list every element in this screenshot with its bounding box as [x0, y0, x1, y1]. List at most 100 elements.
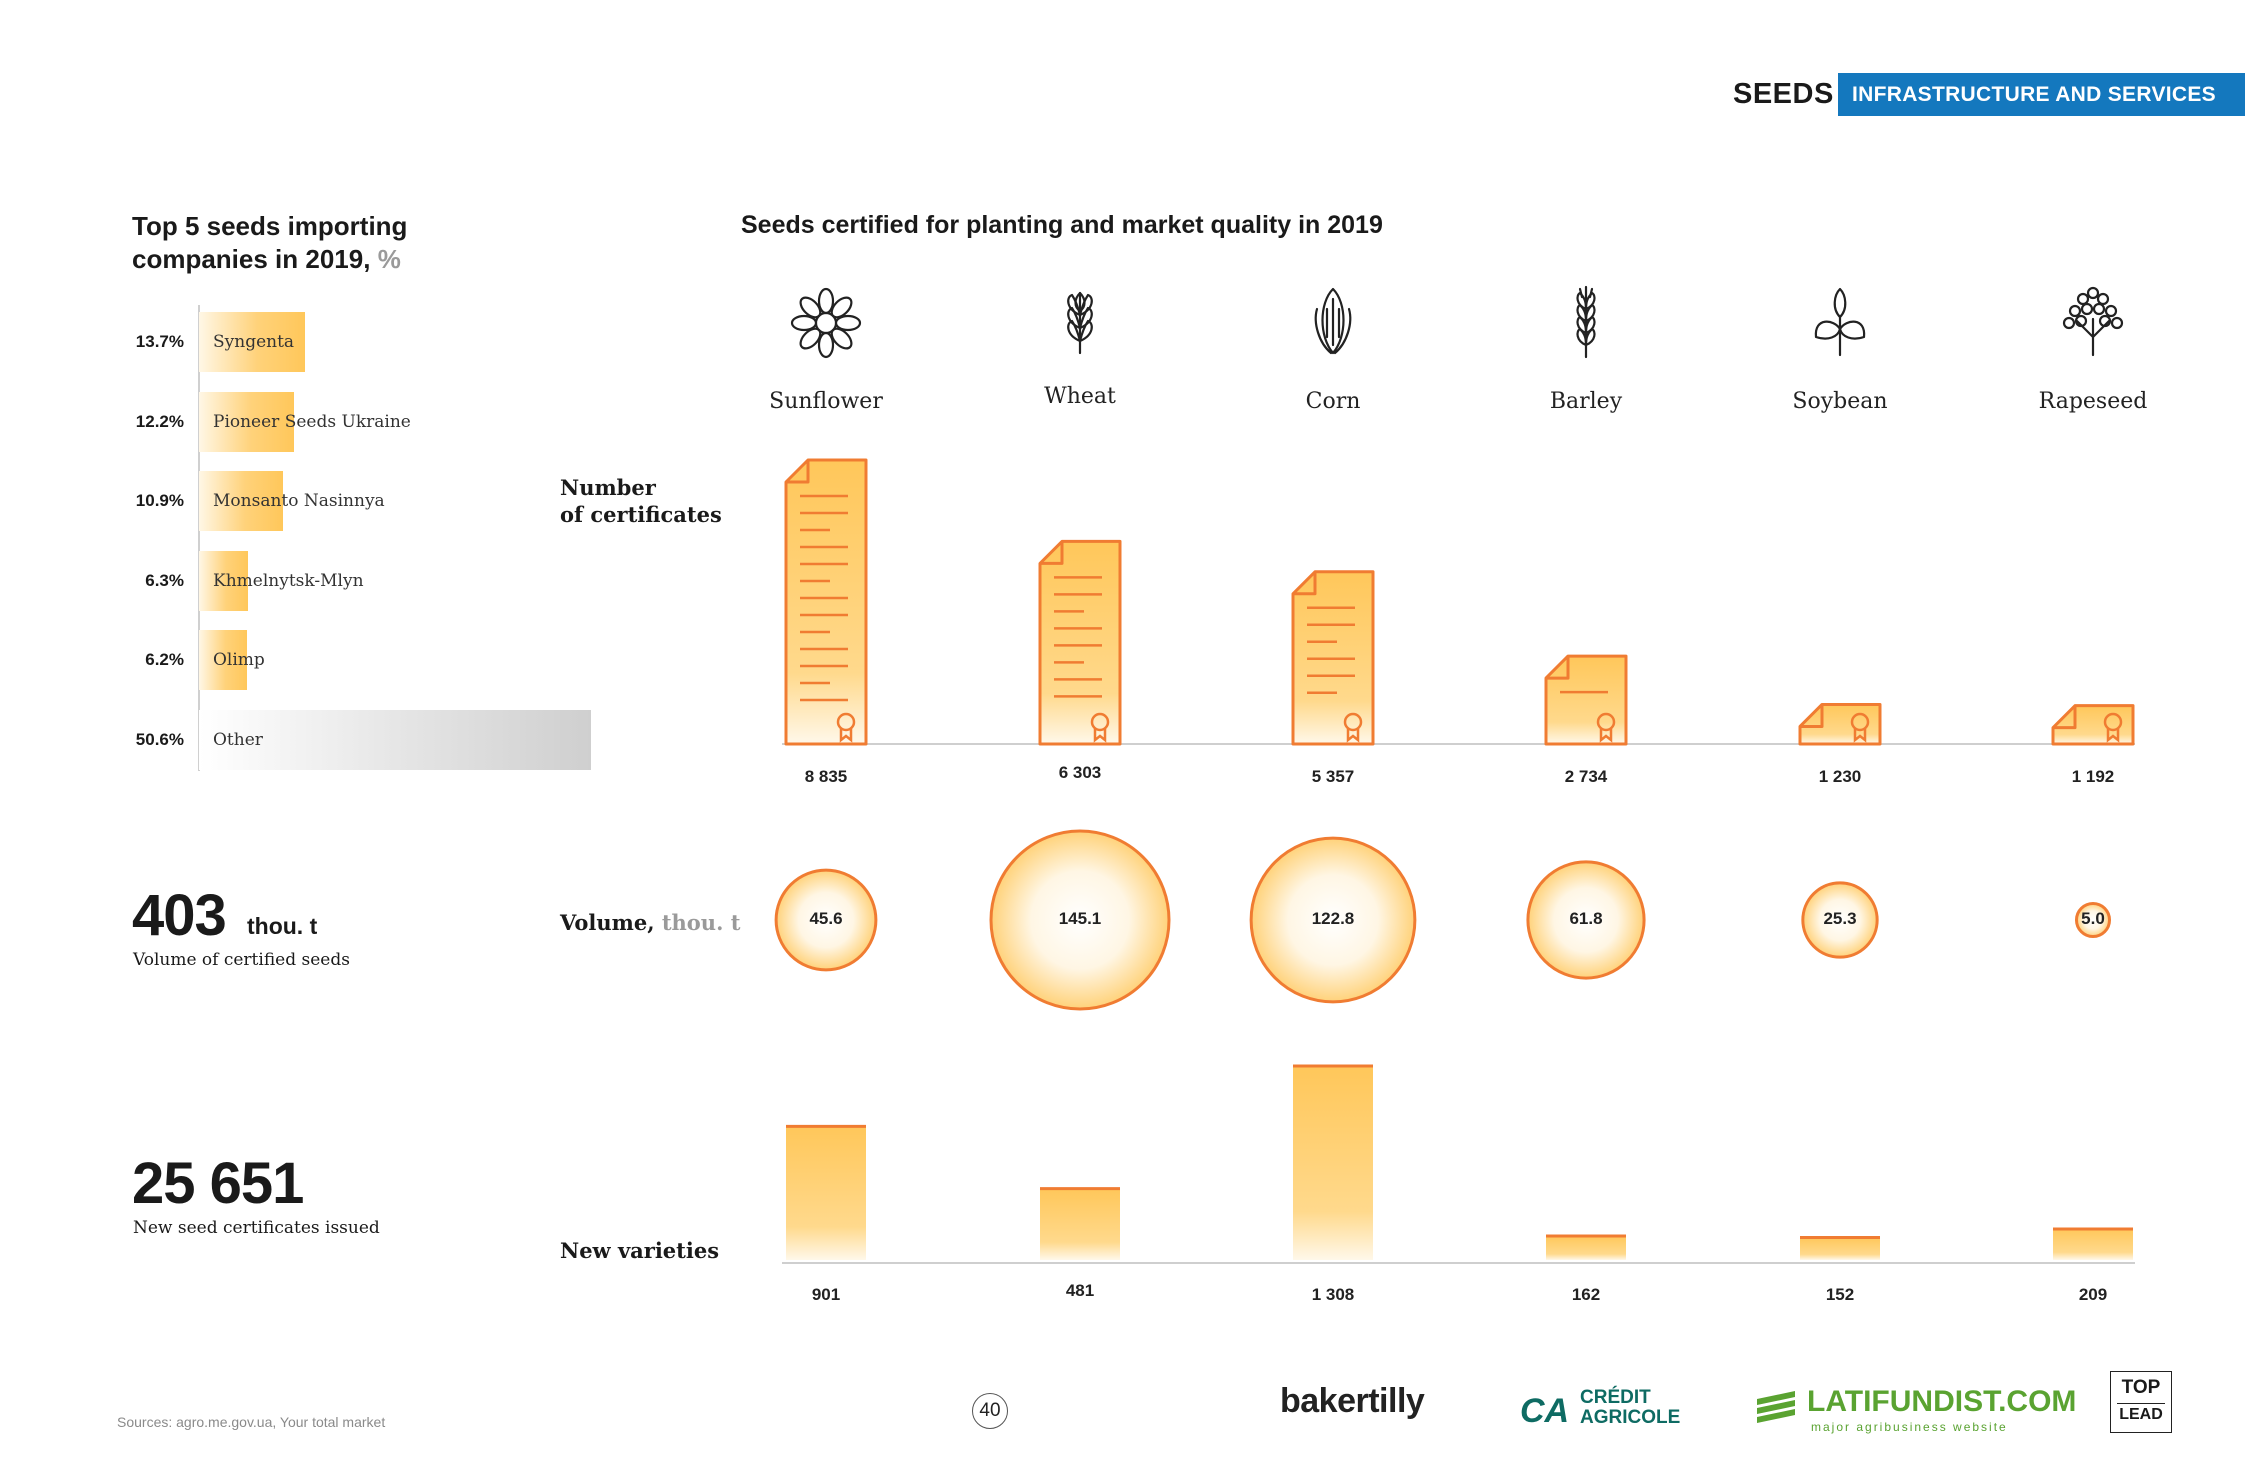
bakertilly-logo-text: bakertilly [1280, 1382, 1425, 1420]
importer-name: Other [213, 729, 263, 750]
volume-bubble [2074, 901, 2112, 939]
volume-caption: Volume of certified seeds [133, 950, 350, 970]
certificates-bar [1798, 702, 1882, 746]
importer-bar [199, 630, 248, 690]
row-label-certificates-line2: of certificates [560, 502, 722, 527]
importer-row: 13.7% Syngenta [110, 312, 610, 372]
credit-agricole-line2: AGRICOLE [1580, 1407, 1681, 1428]
importers-title-unit: % [377, 244, 401, 274]
toplead-top: TOP [2121, 1377, 2161, 1398]
row-label-volume: Volume, thou. t [560, 909, 760, 936]
varieties-bar [786, 1126, 866, 1260]
importers-axis [198, 305, 200, 771]
row-label-volume-unit: thou. t [661, 910, 741, 935]
importer-name: Syngenta [213, 332, 295, 352]
importer-share: 6.3% [145, 570, 184, 590]
section-title: SEEDS [1733, 78, 1834, 110]
varieties-value: 162 [1571, 1285, 1601, 1304]
varieties-bar [1293, 1066, 1373, 1260]
volume-bubble [1249, 836, 1417, 1004]
credit-agricole-text: CRÉDIT AGRICOLE [1580, 1388, 1680, 1428]
corn-icon [1314, 287, 1352, 355]
importer-row: 12.2% Pioneer Seeds Ukraine [110, 391, 610, 452]
importer-share: 10.9% [135, 491, 184, 510]
certificates-bar [1038, 539, 1122, 746]
volume-bubble [989, 829, 1171, 1011]
volume-value: 122.8 [1311, 909, 1355, 928]
certificates-value: 1 230 [1818, 767, 1862, 786]
row-label-certificates: Number of certificates [560, 474, 740, 528]
volume-value: 45.6 [809, 909, 843, 928]
crop-name-soybean: Soybean [1792, 389, 1888, 414]
certificates-value: 5 357 [1311, 767, 1355, 786]
latifundist-text: LATIFUNDIST.COM [1807, 1385, 2077, 1418]
crop-name-wheat: Wheat [1044, 384, 1116, 409]
volume-value: 145.1 [1058, 909, 1102, 928]
certificates-bar [1291, 570, 1375, 746]
soybean-icon [1814, 287, 1866, 357]
certificates-bar [2051, 704, 2135, 746]
latifundist-mark-icon [1757, 1391, 1795, 1423]
varieties-bar [1800, 1237, 1880, 1260]
importers-title: Top 5 seeds importing companies in 2019,… [132, 210, 452, 276]
importer-row: 6.3% Khmelnytsk-Mlyn [110, 550, 610, 611]
row-label-varieties: New varieties [560, 1238, 720, 1263]
volume-bubble [774, 868, 878, 972]
sources-note: Sources: agro.me.gov.ua, Your total mark… [117, 1414, 386, 1430]
certificates-bar [1544, 654, 1628, 746]
importer-share: 50.6% [135, 729, 184, 749]
volume-total: 403 [132, 883, 227, 948]
credit-agricole-line1: CRÉDIT [1580, 1387, 1651, 1408]
importer-bar [199, 391, 294, 452]
crop-name-barley: Barley [1549, 389, 1623, 414]
sunflower-icon [790, 287, 862, 359]
importer-bar [199, 471, 284, 531]
volume-bubble [1801, 881, 1879, 959]
volume-value: 5.0 [2081, 909, 2105, 928]
crop-name-sunflower: Sunflower [769, 389, 883, 414]
varieties-bar [1040, 1188, 1120, 1260]
toplead-logo: TOP LEAD [2110, 1371, 2172, 1433]
row-label-volume-text: Volume, [560, 910, 655, 935]
crop-name-rapeseed: Rapeseed [2038, 389, 2148, 414]
importer-row: 10.9% Monsanto Nasinnya [110, 471, 610, 531]
credit-agricole-mark-icon: CA [1520, 1392, 1570, 1430]
certificates-caption: New seed certificates issued [133, 1218, 380, 1238]
certificates-total: 25 651 [132, 1151, 304, 1216]
certificates-value: 6 303 [1058, 763, 1102, 782]
volume-value: 61.8 [1569, 909, 1603, 928]
importer-name: Khmelnytsk-Mlyn [213, 570, 364, 591]
chart-title: Seeds certified for planting and market … [741, 211, 1383, 239]
section-tag: INFRASTRUCTURE AND SERVICES [1838, 73, 2245, 116]
latifundist-subtext: major agribusiness website [1811, 1420, 2008, 1434]
importer-row: 6.2% Olimp [110, 630, 610, 690]
certificates-bar [784, 458, 868, 746]
wheat-icon [1067, 291, 1093, 355]
importer-bar [199, 550, 248, 611]
barley-icon [1576, 285, 1596, 359]
importer-row: 50.6% Other [110, 709, 610, 770]
page-number: 40 [972, 1393, 1008, 1429]
importer-name: Olimp [213, 650, 265, 670]
importer-bar [199, 312, 306, 372]
rapeseed-icon [2062, 286, 2124, 357]
bakertilly-logo: bakertilly [1280, 1382, 1425, 1421]
varieties-value: 481 [1065, 1281, 1095, 1300]
certificates-value: 8 835 [804, 767, 848, 786]
row-label-certificates-line1: Number [560, 475, 656, 500]
importer-bar [199, 709, 591, 770]
importer-share: 13.7% [135, 332, 184, 351]
importer-name: Pioneer Seeds Ukraine [213, 411, 411, 432]
importer-name: Monsanto Nasinnya [213, 491, 385, 511]
importers-title-text: Top 5 seeds importing companies in 2019, [132, 211, 408, 274]
varieties-value: 209 [2078, 1285, 2108, 1304]
crop-name-corn: Corn [1305, 389, 1361, 414]
varieties-value: 1 308 [1311, 1285, 1355, 1304]
varieties-value: 152 [1825, 1285, 1855, 1304]
varieties-bar [2053, 1229, 2133, 1260]
importer-share: 6.2% [145, 650, 184, 669]
certificates-value: 2 734 [1564, 767, 1608, 786]
toplead-divider [2117, 1403, 2165, 1404]
varieties-value: 901 [811, 1285, 841, 1304]
